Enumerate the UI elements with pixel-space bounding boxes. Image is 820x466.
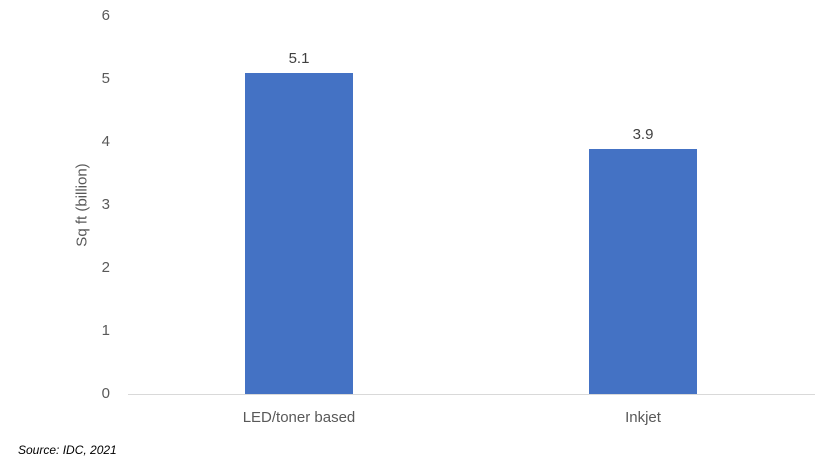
y-tick-3: 3 (101, 196, 110, 213)
y-tick-0: 0 (101, 385, 110, 402)
x-label-led-toner: LED/toner based (242, 409, 356, 426)
data-label-led-toner: 5.1 (288, 50, 310, 67)
y-tick-4: 4 (101, 133, 110, 150)
x-axis-line (128, 394, 815, 395)
x-label-inkjet: Inkjet (625, 409, 661, 426)
source-note: Source: IDC, 2021 (18, 443, 117, 457)
data-label-inkjet: 3.9 (632, 126, 654, 143)
bar-led-toner (245, 73, 353, 394)
y-tick-6: 6 (101, 7, 110, 24)
y-tick-5: 5 (101, 70, 110, 87)
bar-inkjet (589, 149, 697, 394)
y-tick-2: 2 (101, 259, 110, 276)
y-tick-1: 1 (101, 322, 110, 339)
